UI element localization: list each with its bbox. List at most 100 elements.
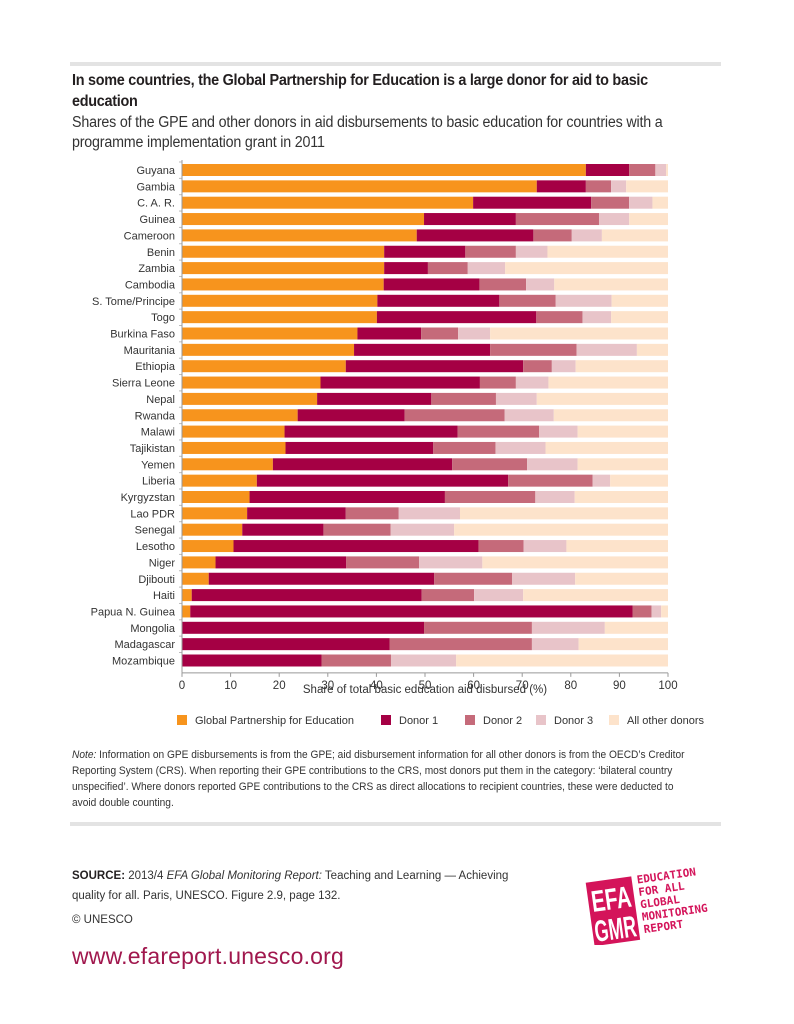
- bar-segment-gpe: [182, 572, 209, 585]
- bar-segment-gpe: [182, 180, 537, 193]
- bar-segment-donor3: [390, 523, 455, 536]
- bar-segment-donor1: [376, 311, 537, 324]
- bars-group: [182, 164, 668, 667]
- bar-segment-donor3: [515, 376, 549, 389]
- bar-segment-donor1: [215, 556, 347, 569]
- legend-item-other: All other donors: [609, 715, 704, 727]
- bar-segment-donor2: [452, 458, 528, 471]
- bar-segment-other: [629, 213, 668, 226]
- bar-segment-donor1: [182, 654, 322, 667]
- category-label: Niger: [149, 557, 176, 569]
- bar-segment-donor1: [320, 376, 480, 389]
- bar-segment-donor1: [354, 343, 491, 356]
- bar-segment-donor3: [592, 474, 611, 487]
- page-title: In some countries, the Global Partnershi…: [72, 72, 648, 110]
- source-detail: Teaching and Learning — Achieving qualit…: [72, 870, 509, 902]
- bar-segment-donor3: [398, 507, 460, 520]
- bar-segment-donor2: [632, 605, 652, 618]
- bar-segment-gpe: [182, 474, 257, 487]
- bar-segment-donor1: [249, 491, 445, 503]
- bottom-rule: [70, 822, 721, 826]
- bar-segment-donor1: [256, 474, 509, 487]
- bar-segment-gpe: [182, 278, 384, 291]
- category-label: Guinea: [140, 214, 176, 226]
- bar-segment-donor3: [523, 540, 567, 553]
- copyright: © UNESCO: [72, 914, 133, 926]
- bar-segment-other: [601, 229, 668, 242]
- category-label: Lesotho: [136, 541, 175, 553]
- category-label: Mongolia: [130, 623, 176, 635]
- legend-item-donor2: Donor 2: [465, 715, 522, 727]
- category-label: Togo: [151, 312, 175, 324]
- bar-segment-other: [456, 654, 668, 667]
- bar-segment-donor1: [377, 294, 500, 307]
- logo-efa: EFA: [589, 881, 633, 919]
- bar-segment-donor2: [321, 654, 391, 667]
- logo-text-line: REPORT: [643, 918, 685, 936]
- category-label: Rwanda: [135, 410, 176, 422]
- bar-segment-donor2: [523, 360, 552, 373]
- x-tick-label: 30: [321, 680, 334, 692]
- bar-segment-donor3: [582, 311, 612, 324]
- bar-segment-donor3: [458, 327, 491, 340]
- bar-segment-gpe: [182, 458, 273, 471]
- bar-segment-donor1: [424, 213, 516, 226]
- stacked-bar-chart: Guyana Gambia C. A. R. Guinea Cameroon Benin Z…: [91, 160, 678, 696]
- category-label: Haiti: [153, 590, 175, 602]
- legend-item-gpe: Global Partnership for Education: [177, 715, 354, 727]
- bar-segment-donor3: [511, 572, 576, 585]
- category-label: C. A. R.: [137, 198, 175, 210]
- bar-segment-gpe: [182, 311, 377, 324]
- bar-segment-other: [459, 507, 668, 520]
- bar-segment-donor2: [479, 376, 516, 389]
- bar-segment-donor1: [285, 441, 434, 454]
- bar-segment-donor1: [384, 245, 466, 258]
- legend-label: Global Partnership for Education: [195, 715, 354, 727]
- bar-segment-donor2: [515, 213, 599, 226]
- bar-segment-other: [505, 262, 668, 275]
- bar-segment-donor1: [317, 392, 432, 405]
- bar-segment-donor1: [284, 425, 458, 438]
- bar-segment-gpe: [182, 523, 243, 536]
- bar-segment-gpe: [182, 245, 385, 258]
- bar-segment-donor1: [384, 262, 428, 275]
- top-rule: [70, 62, 721, 66]
- legend-swatch: [177, 715, 187, 725]
- bar-segment-other: [577, 458, 668, 471]
- bar-segment-gpe: [182, 294, 378, 307]
- bar-segment-donor2: [585, 180, 612, 193]
- category-label: Yemen: [141, 459, 175, 471]
- bar-segment-donor2: [499, 294, 556, 307]
- x-tick-label: 10: [224, 680, 237, 692]
- bar-segment-donor3: [527, 458, 578, 471]
- x-tick-label: 50: [419, 680, 432, 692]
- bar-segment-gpe: [182, 327, 358, 340]
- bar-segment-donor1: [182, 638, 390, 651]
- bar-segment-donor1: [585, 164, 630, 176]
- bar-segment-donor3: [571, 229, 602, 242]
- website-link[interactable]: www.efareport.unesco.org: [72, 943, 344, 969]
- bar-segment-gpe: [182, 343, 355, 356]
- bar-segment-donor1: [247, 507, 346, 520]
- category-label: Nepal: [146, 394, 175, 406]
- bar-segment-donor1: [233, 540, 479, 553]
- legend-item-donor1: Donor 1: [381, 715, 438, 727]
- x-tick-label: 90: [613, 680, 626, 692]
- bar-segment-donor2: [629, 164, 656, 176]
- bar-segment-donor1: [242, 523, 324, 536]
- category-label: Tajikistan: [130, 443, 175, 455]
- bar-segment-other: [554, 278, 668, 291]
- category-label: Kyrgyzstan: [121, 492, 175, 504]
- bar-segment-donor2: [421, 589, 475, 602]
- bar-segment-gpe: [182, 164, 586, 176]
- bar-segment-donor1: [182, 621, 425, 634]
- bar-segment-donor2: [427, 262, 468, 275]
- bar-segment-gpe: [182, 196, 474, 209]
- legend-label: Donor 1: [399, 715, 439, 727]
- bar-segment-donor3: [655, 164, 667, 176]
- bar-segment-gpe: [182, 262, 385, 275]
- bar-segment-donor3: [474, 589, 524, 602]
- bar-segment-donor3: [576, 343, 637, 356]
- note: Note: Information on GPE disbursements i…: [72, 747, 696, 811]
